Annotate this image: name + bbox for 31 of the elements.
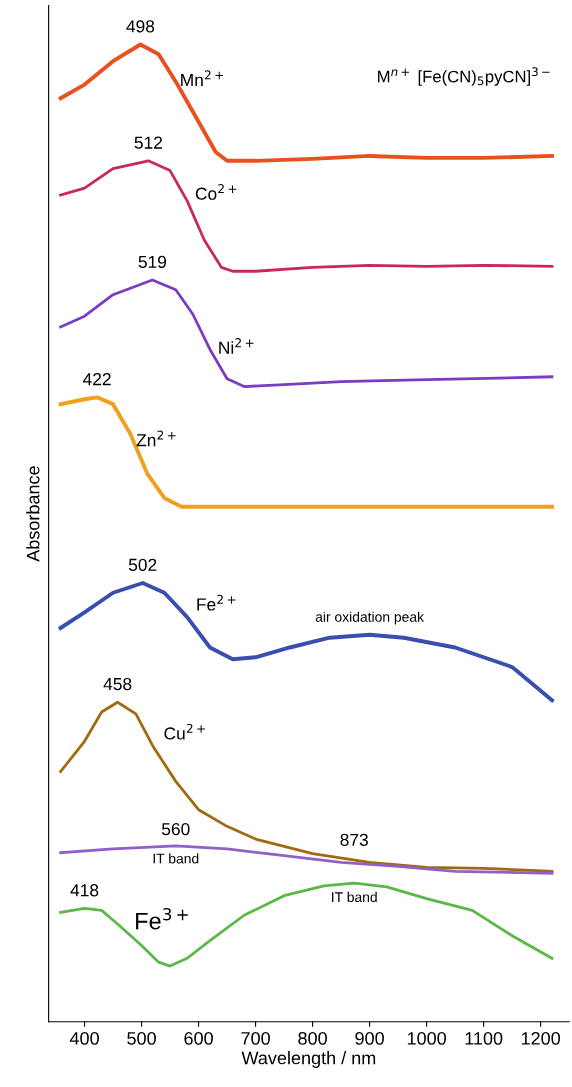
annotation: IT band [332, 891, 377, 903]
annotation: Ni$^{2+}$ [219, 338, 254, 354]
x-tick-label: 400 [69, 1031, 99, 1045]
annotation: 519 [138, 255, 167, 269]
x-tick-label: 1100 [465, 1031, 503, 1045]
x-tick-label: 600 [184, 1031, 213, 1045]
x-tick-label: 900 [355, 1031, 384, 1045]
annotation: M$^{n+}$ [Fe(CN)$_{5}$pyCN]$^{3−}$ [378, 67, 550, 86]
x-axis-title: Wavelength / nm [241, 1051, 376, 1068]
annotation: 512 [134, 136, 162, 149]
x-tick-label: 1200 [521, 1031, 561, 1045]
x-tick-label: 800 [298, 1031, 327, 1045]
annotation: Zn$^{2+}$ [136, 430, 176, 447]
annotation: Mn$^{2+}$ [181, 70, 224, 87]
annotation: 498 [126, 20, 155, 33]
x-tick-label: 1000 [407, 1031, 446, 1045]
annotation: Cu$^{2+}$ [164, 723, 205, 740]
x-tick-label: 700 [241, 1031, 270, 1045]
annotation: Fe$^{2+}$ [197, 594, 236, 611]
annotation: Fe$^{3+}$ [136, 907, 188, 930]
annotation: Co$^{2+}$ [195, 184, 237, 200]
annotation: 560 [161, 822, 190, 836]
annotation: 502 [128, 558, 157, 571]
annotation: 418 [70, 884, 99, 897]
annotation: air oxidation peak [315, 611, 425, 625]
annotation: 458 [103, 677, 132, 691]
annotation: 422 [83, 373, 111, 386]
x-tick-label: 500 [127, 1031, 156, 1045]
annotation: IT band [153, 853, 199, 864]
y-axis-title: Absorbance [26, 466, 40, 562]
annotation: 873 [340, 833, 368, 846]
